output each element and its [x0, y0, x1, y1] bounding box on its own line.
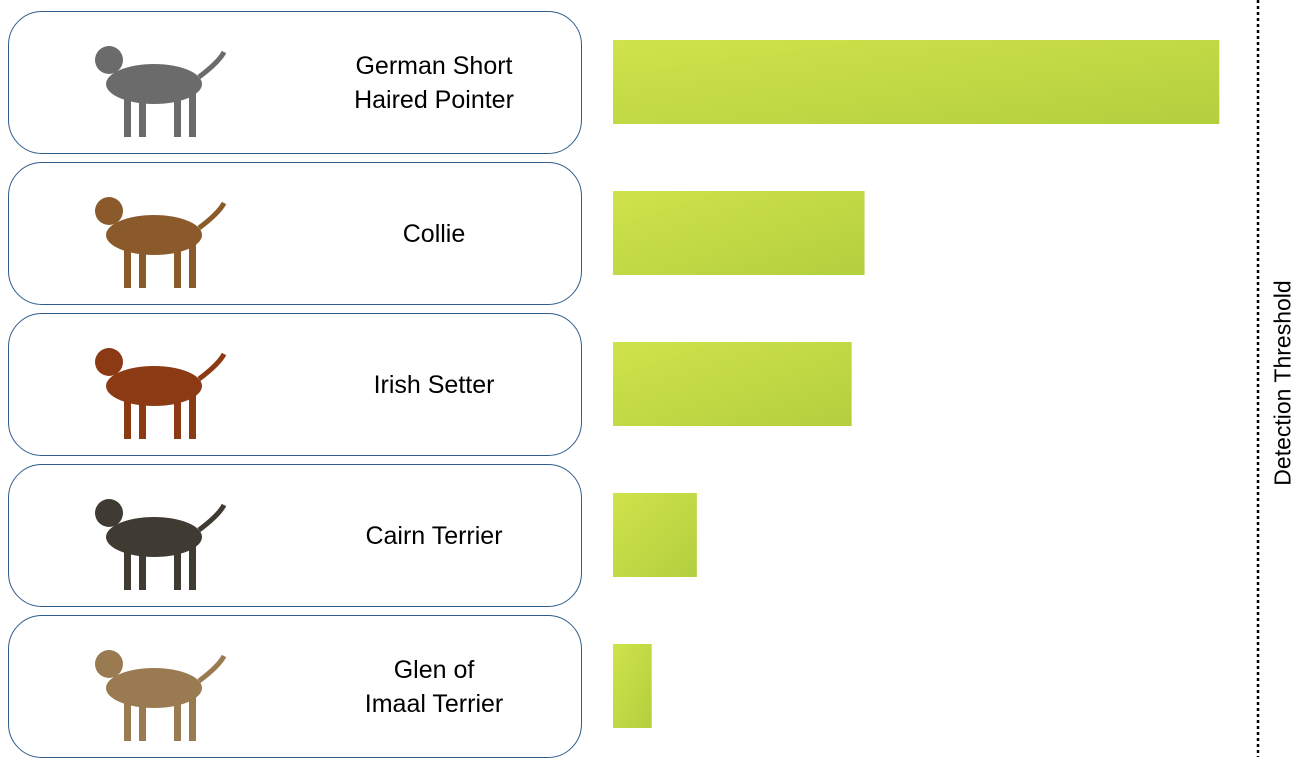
- dog-leg: [174, 545, 181, 590]
- dog-body: [106, 517, 202, 557]
- page: {"chart_data": {"type": "bar", "orientat…: [0, 0, 1296, 757]
- dog-illustration: [69, 173, 239, 298]
- breed-card: Irish Setter: [8, 313, 582, 456]
- dog-leg: [124, 545, 131, 590]
- bar: [613, 493, 697, 577]
- breed-card: Glen of Imaal Terrier: [8, 615, 582, 758]
- dog-head: [95, 46, 123, 74]
- bar: [613, 342, 852, 426]
- threshold-label: Detection Threshold: [1270, 280, 1296, 485]
- bar: [613, 644, 652, 728]
- dog-leg: [124, 696, 131, 741]
- dog-leg: [174, 243, 181, 288]
- dog-leg: [124, 394, 131, 439]
- dog-leg: [189, 545, 196, 590]
- breed-card: Cairn Terrier: [8, 464, 582, 607]
- dog-body: [106, 64, 202, 104]
- bar: [613, 40, 1219, 124]
- breed-card: Collie: [8, 162, 582, 305]
- dog-leg: [189, 243, 196, 288]
- dog-tail: [199, 505, 224, 530]
- dog-tail: [199, 52, 224, 77]
- bar: [613, 191, 865, 275]
- dog-head: [95, 197, 123, 225]
- breed-label: Cairn Terrier: [309, 465, 559, 606]
- dog-body: [106, 668, 202, 708]
- breed-label: Glen of Imaal Terrier: [309, 616, 559, 757]
- dog-illustration: [69, 475, 239, 600]
- dog-head: [95, 348, 123, 376]
- breed-card: German Short Haired Pointer: [8, 11, 582, 154]
- dog-leg: [189, 394, 196, 439]
- dog-illustration: [69, 626, 239, 751]
- dog-tail: [199, 354, 224, 379]
- dog-leg: [189, 92, 196, 137]
- dog-leg: [124, 243, 131, 288]
- dog-leg: [174, 696, 181, 741]
- dog-leg: [189, 696, 196, 741]
- dog-leg: [139, 243, 146, 288]
- dog-body: [106, 366, 202, 406]
- dog-leg: [174, 92, 181, 137]
- dog-head: [95, 650, 123, 678]
- dog-tail: [199, 656, 224, 681]
- dog-leg: [139, 696, 146, 741]
- breed-label: Irish Setter: [309, 314, 559, 455]
- dog-illustration: [69, 324, 239, 449]
- dog-illustration: [69, 22, 239, 147]
- dog-body: [106, 215, 202, 255]
- breed-label: German Short Haired Pointer: [309, 12, 559, 153]
- breed-label: Collie: [309, 163, 559, 304]
- dog-leg: [174, 394, 181, 439]
- dog-leg: [139, 92, 146, 137]
- dog-leg: [139, 394, 146, 439]
- dog-head: [95, 499, 123, 527]
- dog-leg: [124, 92, 131, 137]
- dog-leg: [139, 545, 146, 590]
- dog-tail: [199, 203, 224, 228]
